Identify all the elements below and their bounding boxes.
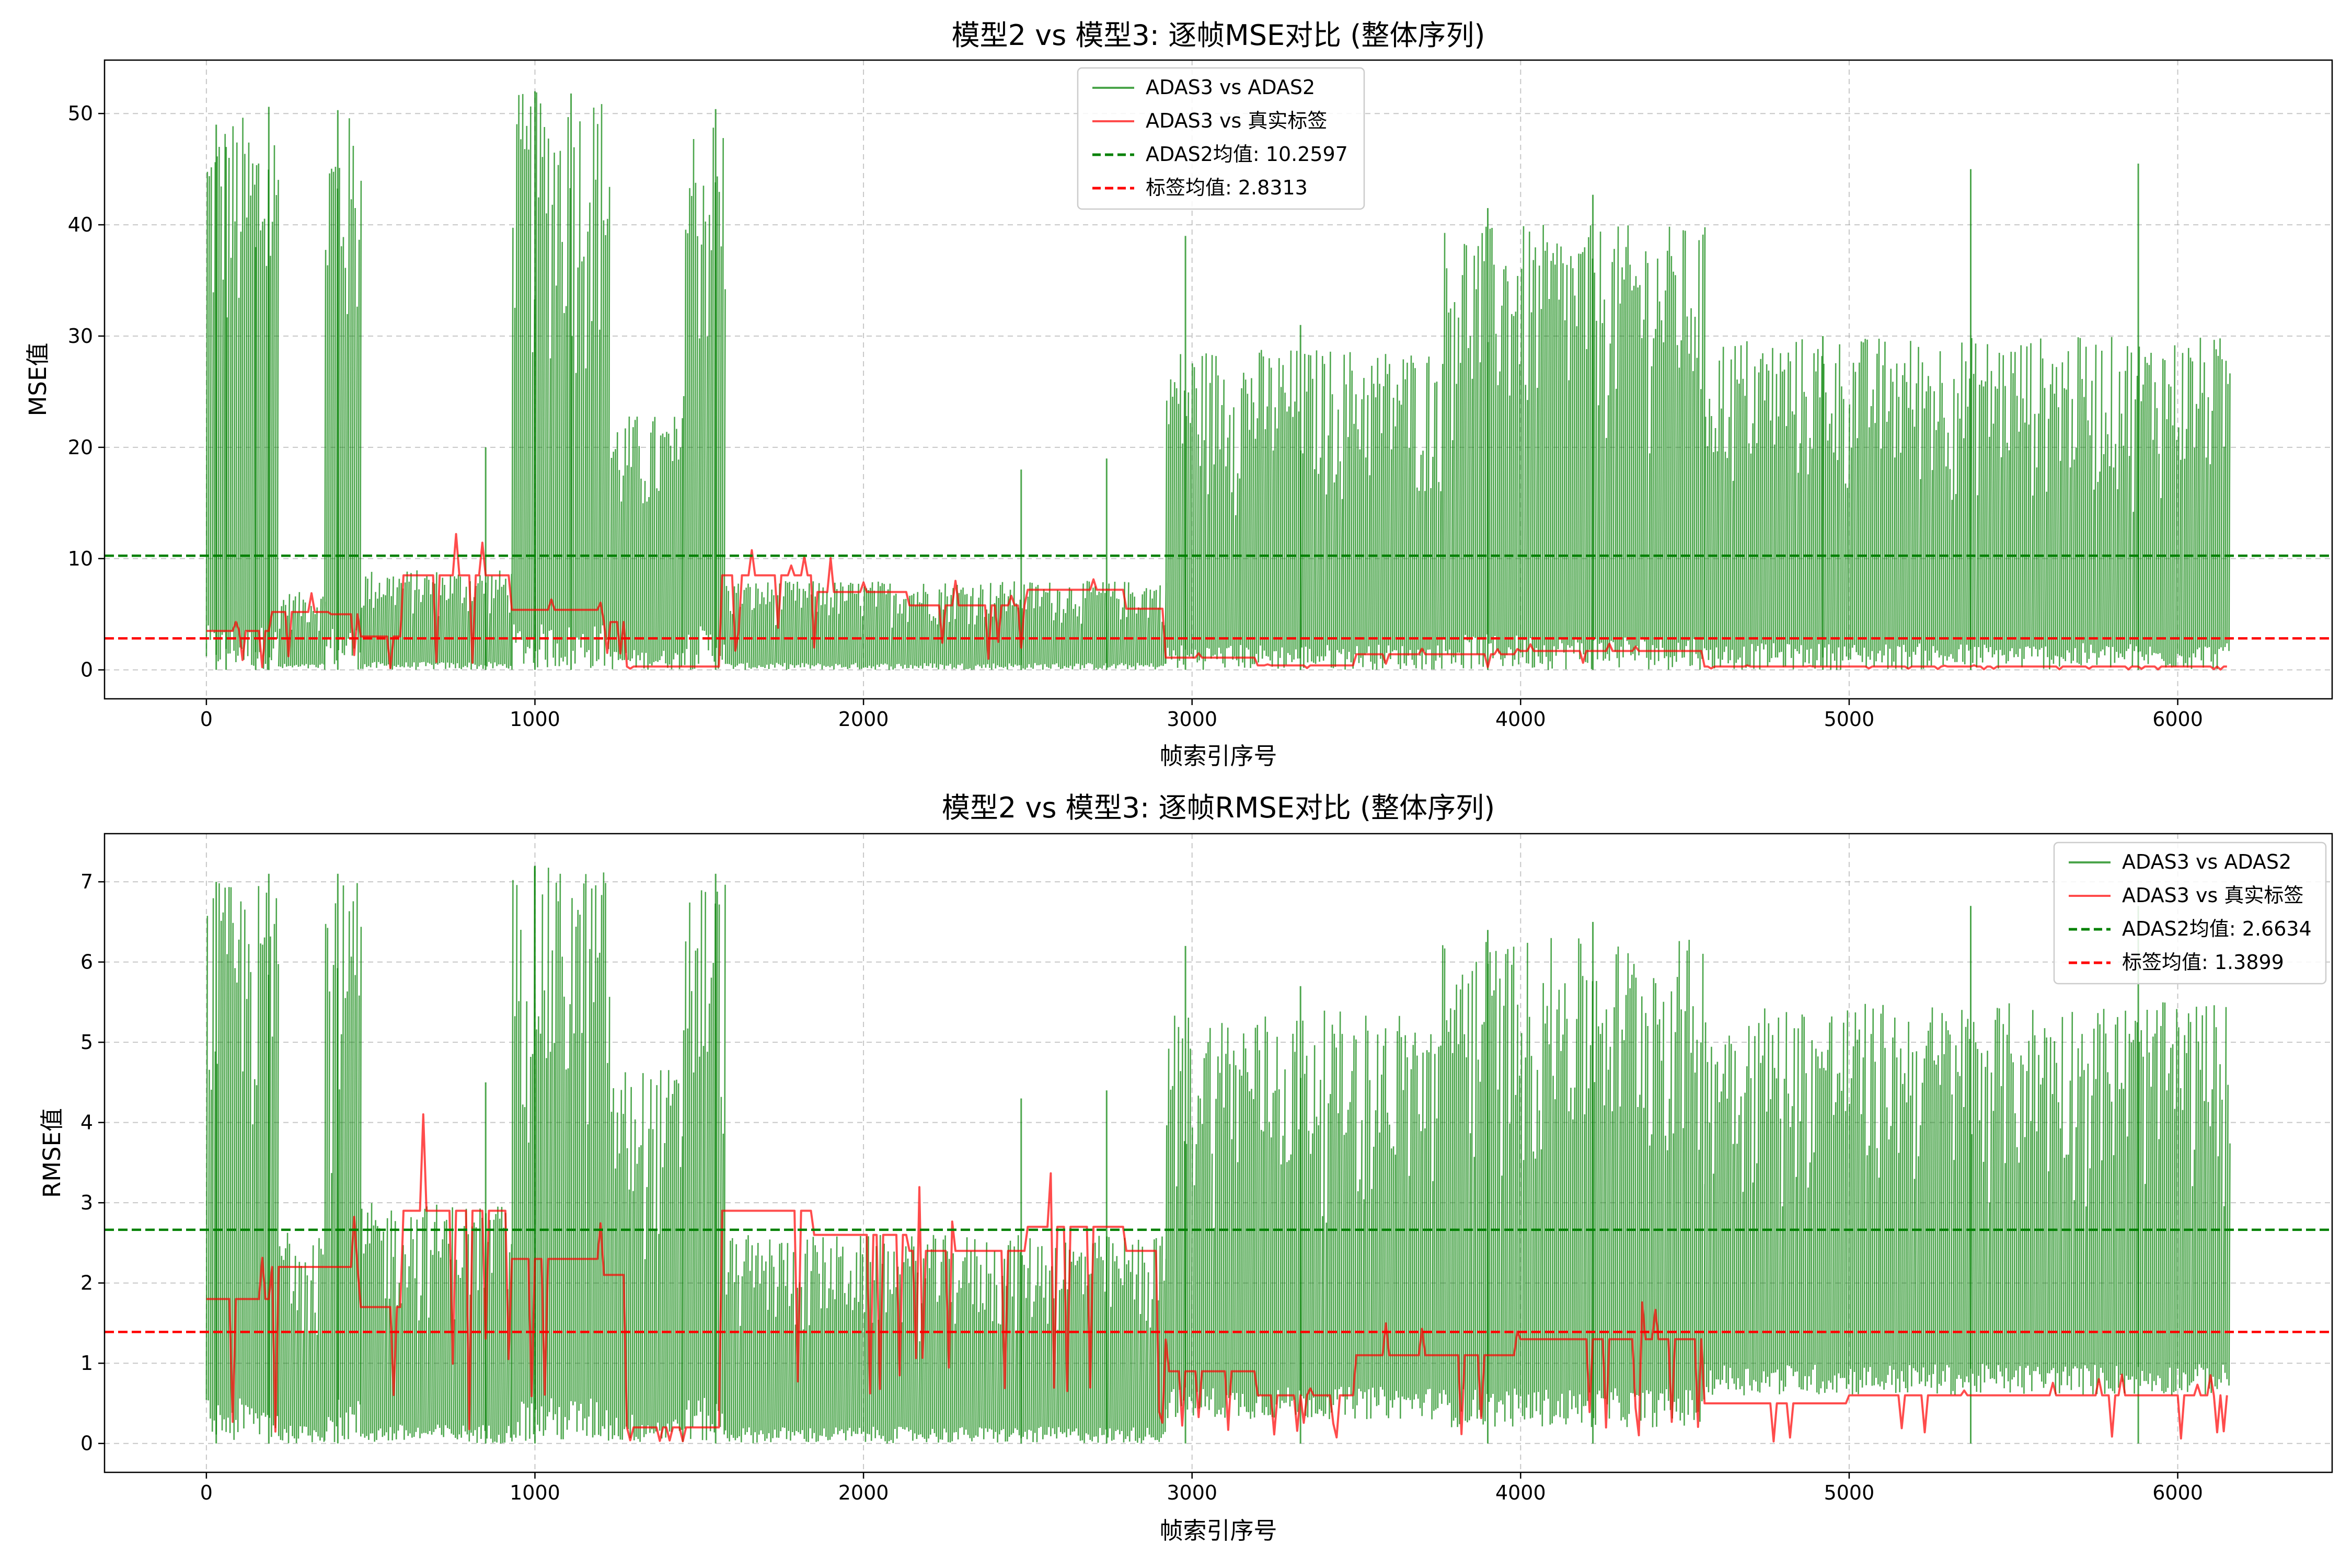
- mse-y-tick-label: 40: [68, 213, 93, 236]
- rmse-y-tick-label: 1: [80, 1352, 93, 1375]
- mse-chart-title: 模型2 vs 模型3: 逐帧MSE对比 (整体序列): [952, 19, 1485, 52]
- mse-series-adas2: [205, 92, 2231, 670]
- rmse-legend: ADAS3 vs ADAS2 ADAS3 vs 真实标签 ADAS2均值: 2.66…: [2053, 841, 2327, 985]
- mse-legend-label: ADAS3 vs 真实标签: [1146, 109, 1327, 132]
- mse-legend-box: [1077, 67, 1365, 210]
- rmse-x-tick-label: 0: [200, 1481, 213, 1504]
- mse-y-tick-label: 0: [80, 659, 93, 682]
- rmse-x-tick-label: 6000: [2152, 1481, 2203, 1504]
- mse-y-tick-label: 30: [68, 325, 93, 348]
- rmse-chart: 模型2 vs 模型3: 逐帧RMSE对比 (整体序列) 0 1000 2000 300…: [38, 791, 2333, 1544]
- rmse-legend-box: [2053, 841, 2327, 985]
- mse-legend: ADAS3 vs ADAS2 ADAS3 vs 真实标签 ADAS2均值: 10.2…: [1077, 67, 1365, 210]
- rmse-y-tick-label: 3: [80, 1191, 93, 1214]
- rmse-plot-frame: [103, 833, 2333, 1473]
- rmse-series-label: [206, 1113, 2228, 1443]
- mse-legend-label: 标签均值: 2.8313: [1146, 176, 1308, 199]
- rmse-x-tick-label: 3000: [1167, 1481, 1217, 1504]
- rmse-x-axis-label: 帧索引序号: [1159, 1517, 1277, 1544]
- mse-x-tick-label: 3000: [1167, 708, 1217, 731]
- mse-series-label: [206, 533, 2227, 671]
- rmse-y-tick-label: 5: [80, 1031, 93, 1054]
- mse-x-tick-label: 0: [200, 708, 213, 731]
- mse-series-adas2-peaks: [215, 91, 2139, 670]
- mse-ticks: 0 1000 2000 3000 4000 5000 6000 0 10 20 30 40 50: [68, 102, 2203, 731]
- mse-plot-frame: [103, 59, 2333, 700]
- rmse-y-tick-label: 2: [80, 1272, 93, 1295]
- mse-y-axis-label: MSE值: [24, 343, 52, 417]
- mse-x-tick-label: 6000: [2152, 708, 2203, 731]
- mse-x-axis-label: 帧索引序号: [1159, 742, 1277, 770]
- rmse-y-tick-label: 7: [80, 870, 93, 893]
- rmse-plot-area: [105, 866, 2332, 1444]
- rmse-x-tick-label: 5000: [1824, 1481, 1875, 1504]
- rmse-legend-label: ADAS2均值: 2.6634: [2122, 917, 2312, 940]
- rmse-y-tick-label: 0: [80, 1432, 93, 1455]
- mse-x-tick-label: 5000: [1824, 708, 1875, 731]
- mse-plot-area: [105, 91, 2332, 671]
- mse-legend-label: ADAS2均值: 10.2597: [1146, 143, 1348, 166]
- rmse-series-adas2-peaks: [215, 866, 2139, 1444]
- rmse-chart-title: 模型2 vs 模型3: 逐帧RMSE对比 (整体序列): [942, 791, 1495, 824]
- rmse-x-tick-label: 2000: [838, 1481, 889, 1504]
- mse-legend-label: ADAS3 vs ADAS2: [1146, 76, 1315, 99]
- mse-y-tick-label: 20: [68, 436, 93, 459]
- mse-x-tick-label: 4000: [1495, 708, 1546, 731]
- rmse-y-tick-label: 6: [80, 951, 93, 974]
- rmse-x-tick-label: 4000: [1495, 1481, 1546, 1504]
- rmse-y-tick-label: 4: [80, 1111, 93, 1134]
- rmse-legend-label: 标签均值: 1.3899: [2122, 951, 2284, 974]
- mse-x-tick-label: 2000: [838, 708, 889, 731]
- rmse-legend-label: ADAS3 vs 真实标签: [2122, 884, 2303, 907]
- rmse-legend-label: ADAS3 vs ADAS2: [2122, 850, 2291, 873]
- rmse-y-axis-label: RMSE值: [38, 1108, 66, 1198]
- mse-x-tick-label: 1000: [510, 708, 560, 731]
- mse-chart: 模型2 vs 模型3: 逐帧MSE对比 (整体序列) 0 1000 2000 3000…: [24, 19, 2333, 770]
- mse-y-tick-label: 50: [68, 102, 93, 125]
- mse-y-tick-label: 10: [68, 547, 93, 570]
- rmse-x-tick-label: 1000: [510, 1481, 560, 1504]
- rmse-ticks: 0 1000 2000 3000 4000 5000 6000 0 1 2 3 4 5 6 7: [80, 870, 2203, 1504]
